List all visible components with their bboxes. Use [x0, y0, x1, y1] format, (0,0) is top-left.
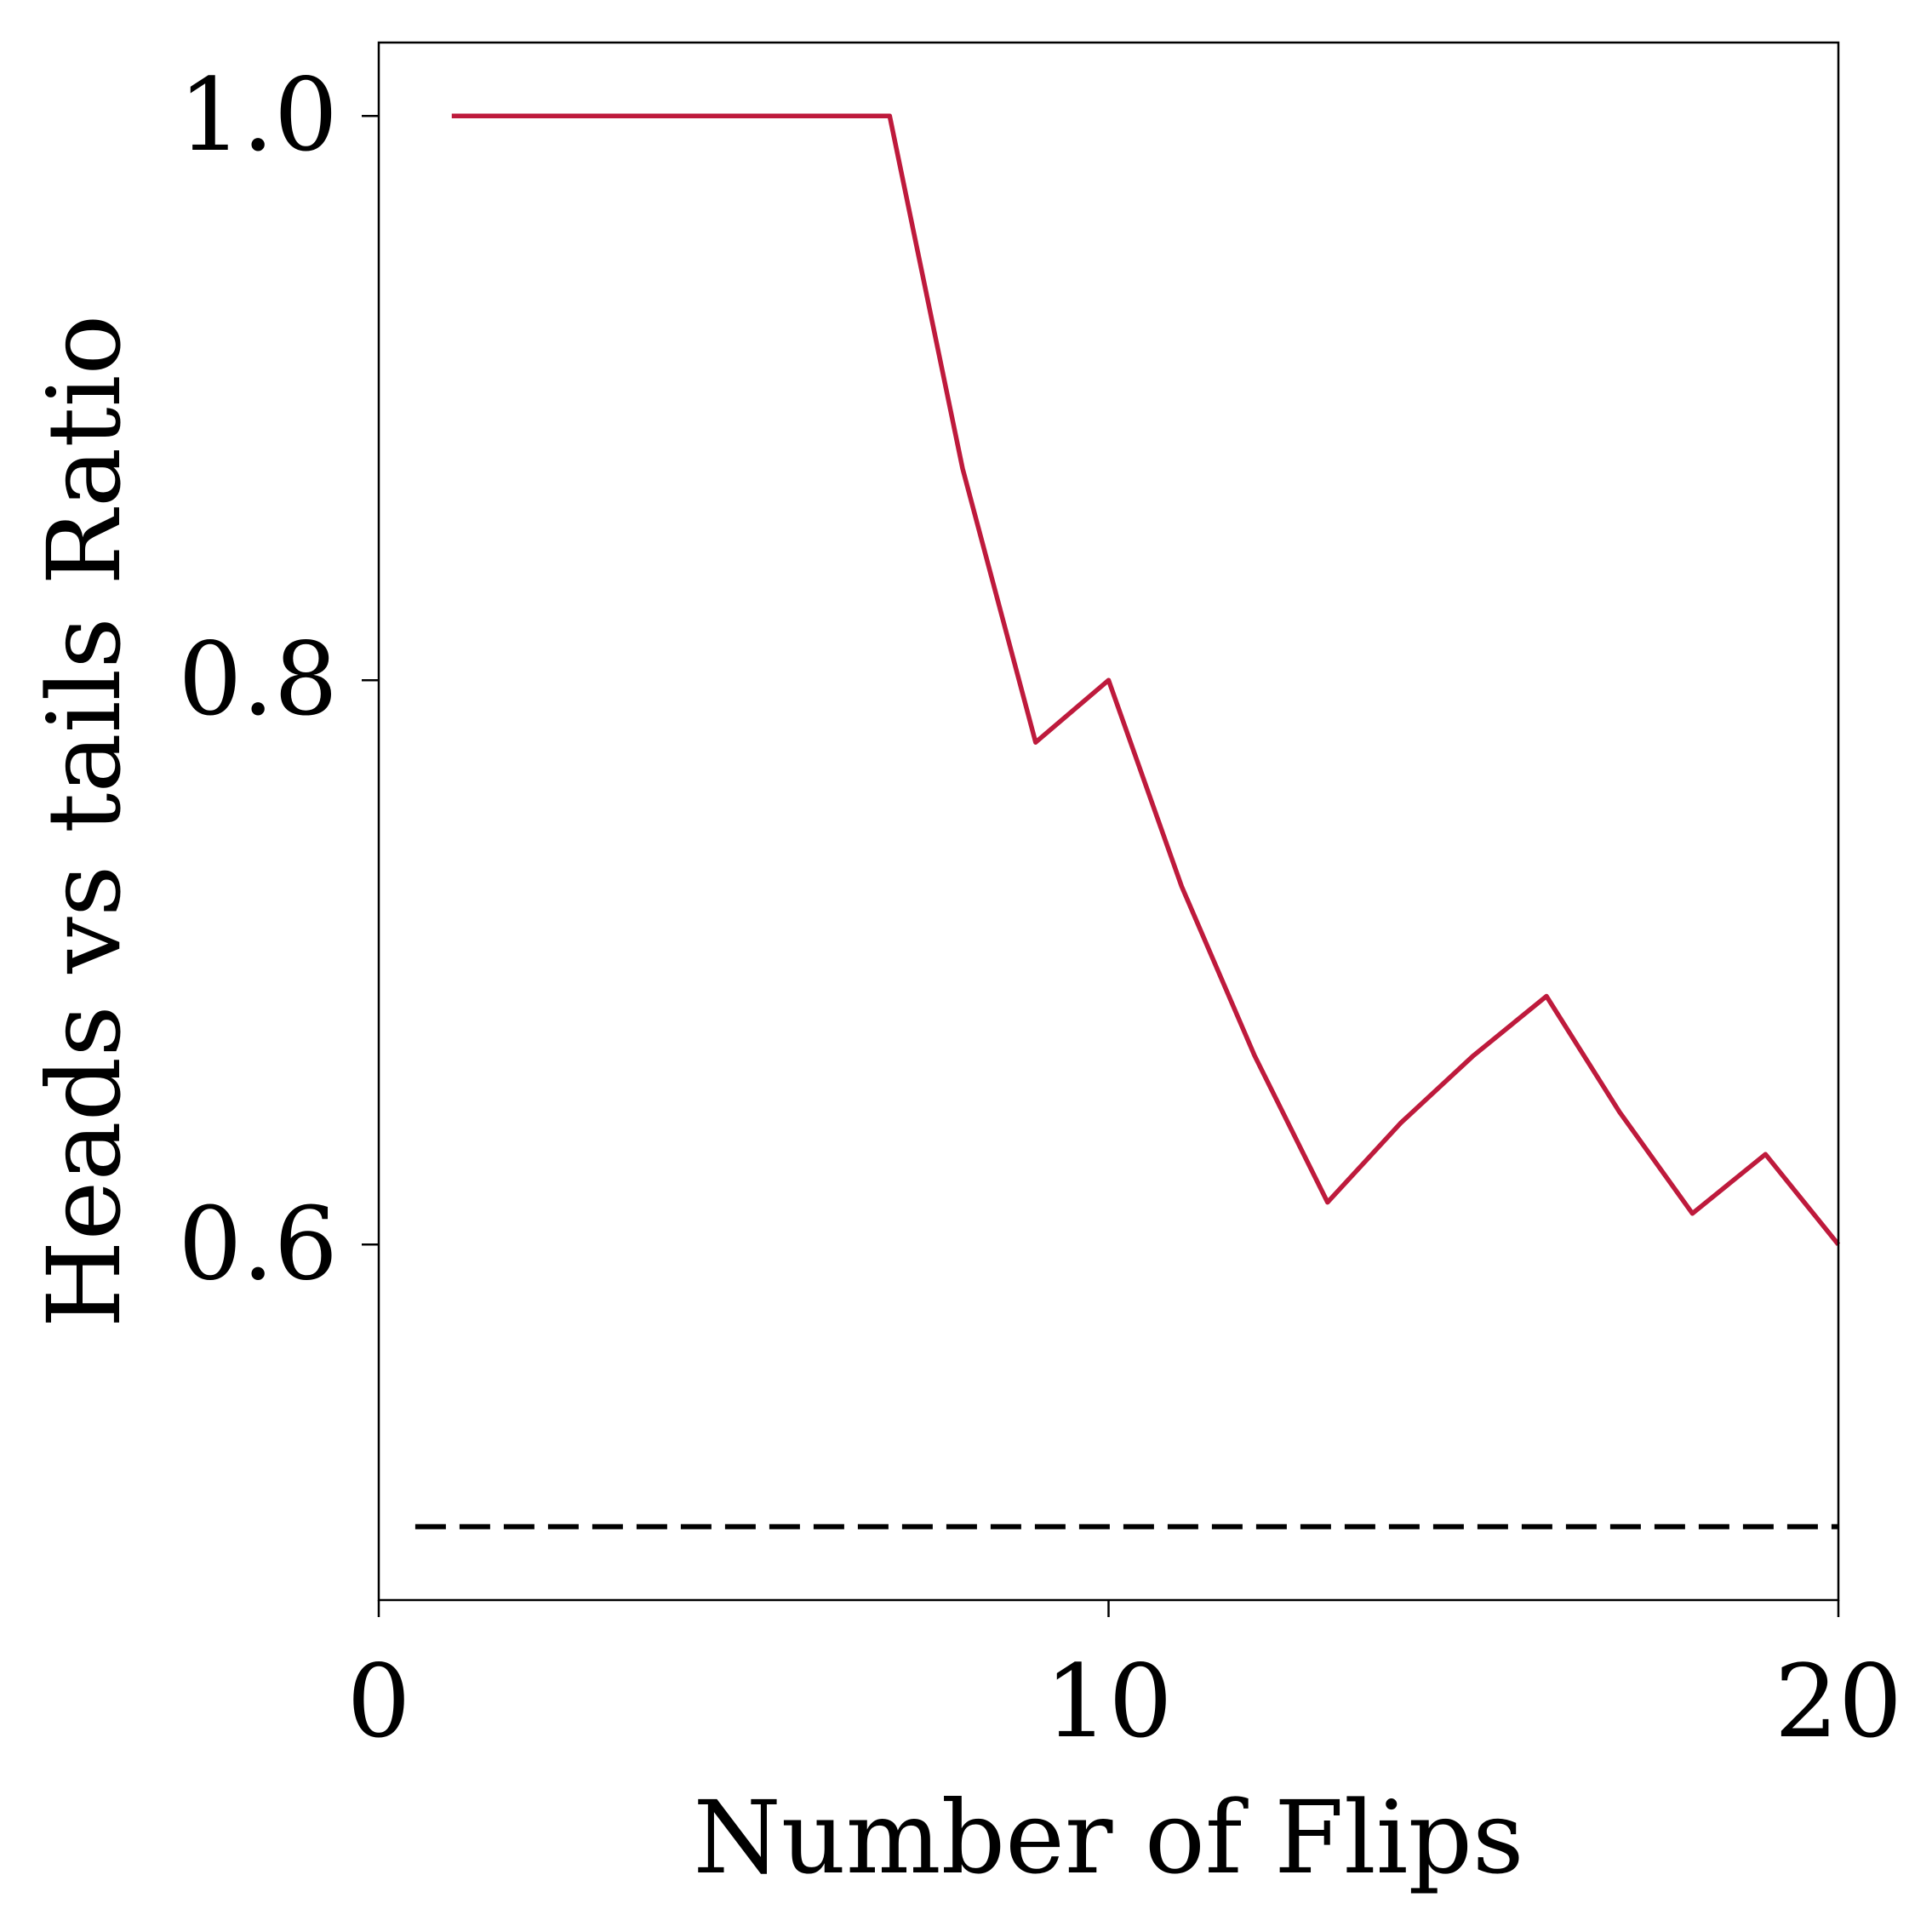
y-axis: 0.6 0.8 1.0 [178, 56, 379, 1302]
x-tick-label: 10 [1044, 1643, 1172, 1760]
series-layer [414, 113, 1841, 1529]
x-axis: 0 10 20 [346, 1600, 1902, 1760]
y-tick-label: 1.0 [178, 56, 338, 174]
y-tick-label: 0.6 [178, 1185, 338, 1302]
x-axis-label: Number of Flips [693, 1779, 1523, 1896]
x-tick-label: 20 [1775, 1643, 1902, 1760]
x-tick-label: 0 [346, 1643, 410, 1760]
y-tick-label: 0.8 [178, 620, 338, 738]
y-axis-label: Heads vs tails Ratio [26, 315, 143, 1329]
series-line-0 [451, 113, 1841, 1247]
plot-frame [377, 41, 1840, 1602]
